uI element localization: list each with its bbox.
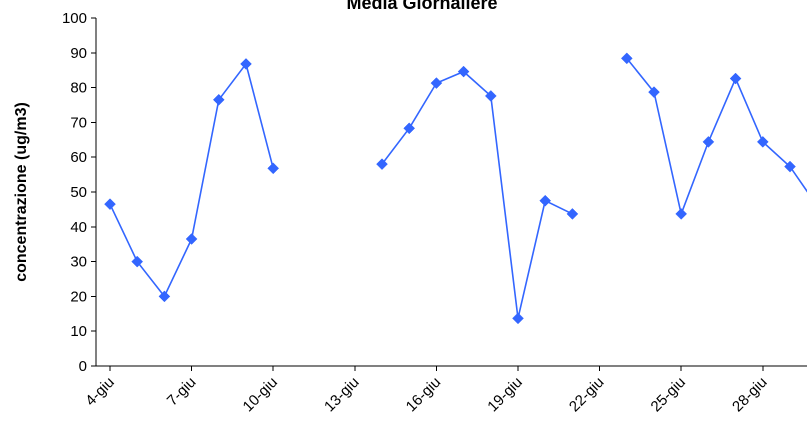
data-point [729,72,742,85]
y-tick-label: 100 [62,10,87,27]
x-tick-label: 22-giu [566,374,608,416]
data-point [648,86,660,98]
data-point [784,160,796,173]
x-tick-label: 25-giu [648,374,690,416]
data-point [457,65,470,78]
data-point [512,312,524,325]
y-tick-label: 40 [70,219,87,236]
y-axis-title: concentrazione (ug/m3) [13,102,30,282]
data-point [158,290,171,303]
data-point [267,162,280,175]
series [104,52,807,325]
chart-title: Media Giornaliere [346,0,497,13]
x-ticks: 4-giu 7-giu 10-giu 13-giu 16-giu 19-giu 22-giu… [82,366,771,416]
data-point [566,208,579,220]
x-tick-label: 7-giu [164,374,200,410]
y-tick-label: 30 [70,254,87,271]
y-tick-label: 90 [70,45,87,62]
data-point [240,58,252,70]
data-point [430,77,443,89]
x-tick-label: 16-giu [403,374,445,416]
data-point [376,158,388,171]
data-point [185,233,198,245]
data-point [702,136,715,148]
y-tick-label: 0 [79,358,87,375]
y-tick-label: 70 [70,114,87,131]
series-line [381,70,573,319]
y-ticks: 0 10 20 30 40 50 60 70 80 90 100 [62,10,96,375]
data-point [131,255,144,268]
x-tick-label: 10-giu [240,374,282,416]
y-tick-label: 80 [70,80,87,97]
x-tick-label: 13-giu [321,374,363,416]
data-point [484,90,497,102]
y-tick-label: 50 [70,184,87,201]
data-point [756,136,769,148]
series-line [626,57,807,217]
x-tick-label: 4-giu [82,374,118,410]
y-tick-label: 60 [70,149,87,166]
y-tick-label: 20 [70,288,87,305]
x-tick-label: 28-giu [729,374,771,416]
y-tick-label: 10 [70,323,87,340]
x-tick-label: 19-giu [484,374,526,416]
data-point [104,198,116,211]
data-point [620,52,633,65]
data-point [403,122,416,135]
data-point [539,194,552,207]
data-point [675,208,688,220]
data-point [212,93,225,106]
